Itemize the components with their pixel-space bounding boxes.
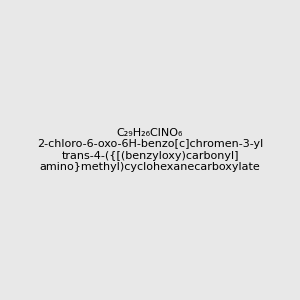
Text: C₂₉H₂₆ClNO₆
2-chloro-6-oxo-6H-benzo[c]chromen-3-yl
trans-4-({[(benzyloxy)carbony: C₂₉H₂₆ClNO₆ 2-chloro-6-oxo-6H-benzo[c]ch… <box>37 128 263 172</box>
